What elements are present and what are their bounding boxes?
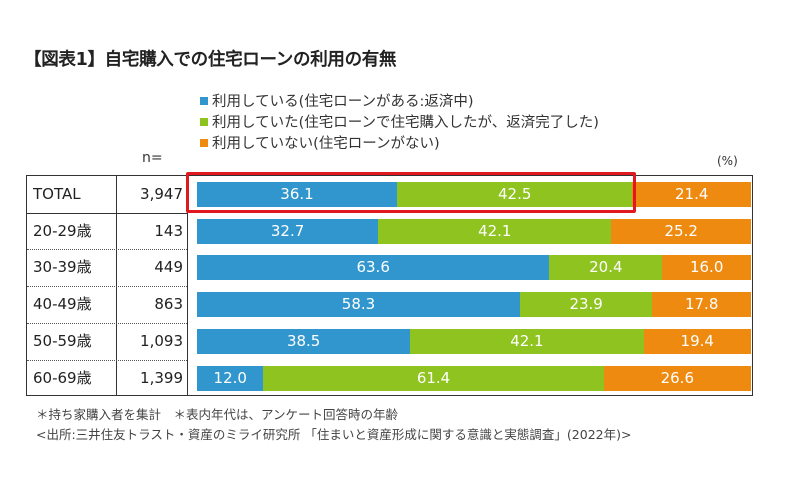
bar-segment-not-using: 26.6	[603, 365, 751, 391]
row-separator	[27, 359, 187, 361]
legend-swatch-icon	[200, 96, 208, 105]
category-label: 30-39歳	[33, 258, 92, 277]
row-separator	[27, 212, 187, 214]
row-separator	[27, 249, 187, 251]
legend-item-used: 利用していた(住宅ローンで住宅購入したが、返済完了した)	[200, 111, 599, 132]
bar-segment-not-using: 16.0	[662, 255, 751, 281]
table-row: 30-39歳 449 63.6 20.4 16.0	[27, 249, 752, 286]
table-row: TOTAL 3,947 36.1 42.5 21.4	[27, 176, 752, 213]
column-divider	[187, 176, 188, 395]
bar-segment-used: 23.9	[519, 292, 653, 318]
bar-segment-using: 58.3	[197, 292, 520, 318]
sample-size: 1,399	[140, 368, 183, 387]
bar-segment-used: 20.4	[549, 255, 663, 281]
stacked-bar: 38.5 42.1 19.4	[197, 328, 751, 354]
bar-segment-used: 42.5	[396, 182, 633, 207]
bar-segment-used: 42.1	[378, 218, 612, 244]
category-label: 50-59歳	[33, 331, 92, 350]
stacked-bar: 36.1 42.5 21.4	[197, 182, 751, 207]
legend-label: 利用していない(住宅ローンがない)	[212, 136, 440, 152]
table-row: 50-59歳 1,093 38.5 42.1 19.4	[27, 323, 752, 360]
sample-size: 143	[154, 221, 183, 240]
stacked-bar: 63.6 20.4 16.0	[197, 255, 751, 281]
stacked-bar: 32.7 42.1 25.2	[197, 218, 751, 244]
sample-size: 1,093	[140, 331, 183, 350]
bar-segment-using: 36.1	[197, 182, 397, 207]
legend-item-not-using: 利用していない(住宅ローンがない)	[200, 132, 599, 153]
sample-size: 3,947	[140, 185, 183, 203]
bar-segment-used: 61.4	[263, 365, 604, 391]
bar-segment-using: 12.0	[197, 365, 264, 391]
legend-label: 利用している(住宅ローンがある:返済中)	[212, 94, 474, 110]
row-separator	[27, 322, 187, 324]
bar-segment-not-using: 25.2	[611, 218, 751, 244]
category-label: 20-29歳	[33, 221, 92, 240]
stacked-bar: 12.0 61.4 26.6	[197, 365, 751, 391]
sample-size: 863	[154, 295, 183, 314]
sample-size: 449	[154, 258, 183, 277]
bar-segment-using: 38.5	[197, 328, 411, 354]
table-row: 40-49歳 863 58.3 23.9 17.8	[27, 286, 752, 323]
bar-segment-not-using: 21.4	[632, 182, 751, 207]
chart-title: 【図表1】自宅購入での住宅ローンの利用の有無	[24, 50, 397, 70]
category-label: 60-69歳	[33, 368, 92, 387]
source-note: <出所:三井住友トラスト・資産のミライ研究所 「住まいと資産形成に関する意識と実…	[36, 427, 632, 442]
legend: 利用している(住宅ローンがある:返済中) 利用していた(住宅ローンで住宅購入した…	[200, 90, 599, 153]
bar-segment-not-using: 17.8	[652, 292, 751, 318]
bar-segment-used: 42.1	[410, 328, 644, 354]
category-label: 40-49歳	[33, 295, 92, 314]
unit-label: (%)	[717, 154, 738, 168]
table-row: 20-29歳 143 32.7 42.1 25.2	[27, 213, 752, 250]
legend-item-using: 利用している(住宅ローンがある:返済中)	[200, 90, 599, 111]
table-row: 60-69歳 1,399 12.0 61.4 26.6	[27, 360, 752, 397]
highlight-box	[186, 172, 636, 213]
legend-label: 利用していた(住宅ローンで住宅購入したが、返済完了した)	[212, 115, 599, 131]
footnote: ＊持ち家購入者を集計 ＊表内年代は、アンケート回答時の年齢	[36, 407, 399, 422]
n-header: n=	[142, 150, 163, 166]
legend-swatch-icon	[200, 138, 208, 147]
legend-swatch-icon	[200, 117, 208, 126]
stacked-bar: 58.3 23.9 17.8	[197, 292, 751, 318]
bar-segment-not-using: 19.4	[643, 328, 751, 354]
data-table: TOTAL 3,947 36.1 42.5 21.4 20-29歳 143 32.7 42.1 2…	[26, 175, 753, 396]
bar-segment-using: 32.7	[197, 218, 379, 244]
bar-segment-using: 63.6	[197, 255, 550, 281]
column-divider	[116, 176, 117, 395]
row-separator	[27, 286, 187, 288]
category-label: TOTAL	[33, 185, 81, 203]
